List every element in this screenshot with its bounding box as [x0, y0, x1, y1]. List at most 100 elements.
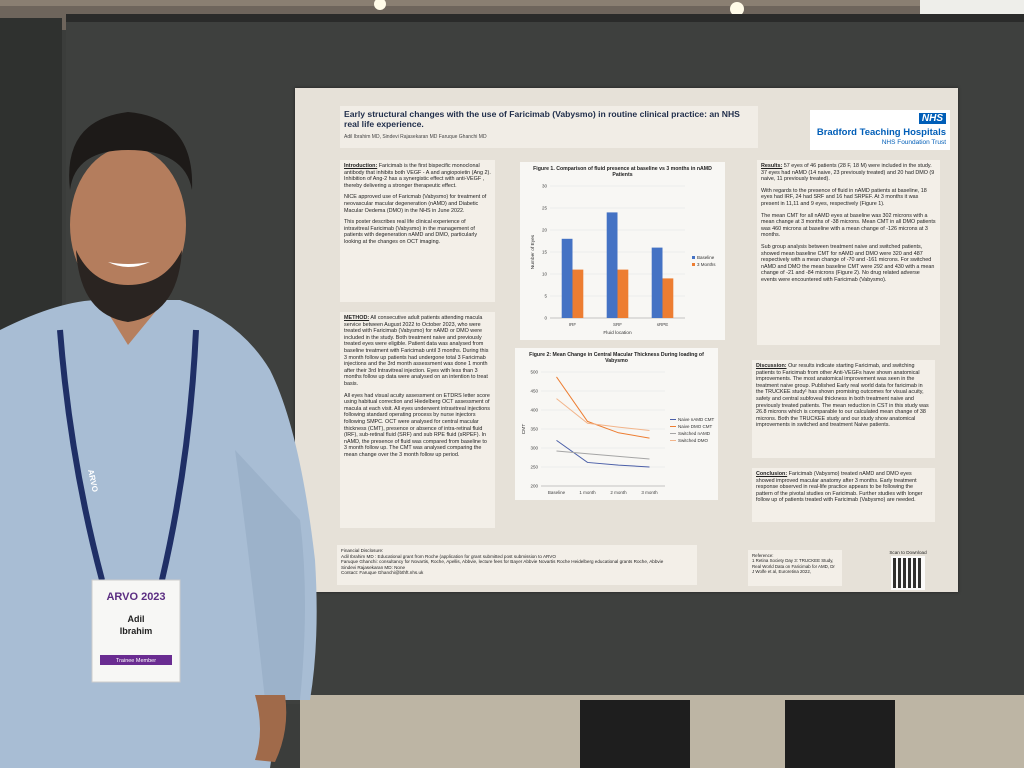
- paragraph: The mean CMT for all nAMD eyes at baseli…: [761, 213, 936, 239]
- legend-swatch: [692, 263, 695, 266]
- y-tick-label: 25: [542, 206, 548, 211]
- section-heading: Conclusion:: [756, 471, 788, 477]
- hair: [69, 112, 193, 190]
- financial-line: Contact: Faruque Ghanchi@bthft.nhs.uk: [341, 570, 424, 576]
- y-tick-label: 20: [542, 228, 548, 233]
- paragraph-text: This poster describes real life clinical…: [344, 219, 478, 245]
- x-tick-label: 3 month: [641, 490, 658, 495]
- financial-disclosure: Financial Disclosure: Adil Ibrahim MD : …: [337, 545, 697, 585]
- paragraph-text: Faricimab is the first bispecific monocl…: [344, 163, 491, 189]
- poster-title-box: Early structural changes with the use of…: [340, 106, 758, 148]
- paragraph: With regards to the presence of fluid in…: [761, 188, 936, 208]
- reference: Reference: 1 Retina Society Day 3: TRUCK…: [748, 550, 842, 586]
- x-tick-label: 2 month: [610, 490, 627, 495]
- shirt: [0, 300, 317, 768]
- bar: [572, 269, 584, 318]
- y-tick-label: 450: [530, 389, 538, 394]
- nhs-mark: NHS: [918, 113, 946, 124]
- y-tick-label: 350: [530, 427, 538, 432]
- light: [374, 0, 386, 10]
- y-tick-label: 30: [542, 184, 548, 189]
- badge-role: Trainee Member: [116, 658, 156, 664]
- paragraph: Discussion: Our results indicate startin…: [756, 363, 931, 429]
- legend-label: Naive nAMD CMT: [678, 417, 715, 422]
- sleeve-shade: [235, 450, 305, 700]
- figure-title: Figure 2: Mean Change in Central Macular…: [529, 352, 704, 365]
- results: Results: 57 eyes of 46 patients (28 F, 1…: [757, 160, 940, 345]
- figure-1: Figure 1. Comparison of fluid presence a…: [520, 162, 725, 340]
- financial-heading: Financial Disclosure:: [341, 548, 384, 553]
- section-heading: Results:: [761, 163, 783, 169]
- paragraph: Results: 57 eyes of 46 patients (28 F, 1…: [761, 163, 936, 183]
- poster-authors: Adil Ibrahim MD, Sindevi Rajasekaran MD …: [344, 134, 487, 140]
- bar: [617, 269, 629, 318]
- y-tick-label: 300: [530, 446, 538, 451]
- paragraph: METHOD: All consecutive adult patients a…: [344, 315, 491, 388]
- section-heading: Introduction:: [344, 163, 378, 169]
- y-tick-label: 250: [530, 465, 538, 470]
- scan-label: Scan to Download: [889, 550, 927, 555]
- hand: [255, 695, 287, 762]
- section-heading: Discussion:: [756, 363, 787, 369]
- x-axis-label: Fluid location: [603, 330, 632, 336]
- badge-first-name: Adil: [128, 614, 145, 624]
- legend-label: 3 Months: [697, 262, 716, 267]
- financial-line: Faruque Ghanchi: consultancy for Novarti…: [341, 559, 664, 565]
- bar-chart: 0 5 10 15 20 25 30 IRF SRF sRPE Number of Eyes Flui…: [530, 184, 716, 337]
- paragraph: Sub group analysis between treatment nai…: [761, 244, 936, 284]
- light: [730, 2, 744, 16]
- introduction: Introduction: Faricimab is the first bis…: [340, 160, 495, 302]
- x-tick-label: Baseline: [548, 490, 566, 495]
- beard: [76, 250, 182, 322]
- badge-last-name: Ibrahim: [120, 626, 153, 636]
- x-tick-label: sRPE: [657, 322, 669, 327]
- legend-label: Baseline: [697, 255, 715, 260]
- paragraph-text: The mean CMT for all nAMD eyes at baseli…: [761, 212, 936, 239]
- line: [556, 398, 650, 432]
- y-tick-label: 15: [542, 250, 548, 255]
- paragraph-text: 57 eyes of 46 patients (28 F, 18 M) were…: [761, 163, 935, 183]
- legend-swatch: [692, 256, 695, 259]
- line: [556, 450, 650, 460]
- section-heading: METHOD:: [344, 315, 370, 321]
- legs: [580, 700, 690, 768]
- nhs-logo: NHS Bradford Teaching Hospitals NHS Foun…: [810, 110, 950, 150]
- paragraph-text: All consecutive adult patients attending…: [344, 315, 489, 387]
- y-tick-label: 400: [530, 408, 538, 413]
- paragraph: NICE approved use of Faricmab (Vabysmo) …: [344, 194, 491, 214]
- legend-label: Naive DMO CMT: [678, 424, 713, 429]
- reference-text: 1 Retina Society Day 3: TRUCKEE Study, R…: [752, 558, 835, 575]
- line-chart: 200 250 300 350 400 450 500 Baseline 1 month 2 mo…: [521, 370, 715, 496]
- trust-name: Bradford Teaching Hospitals: [816, 127, 946, 138]
- paragraph-text: All eyes had visual acuity assessment on…: [344, 392, 490, 458]
- badge-role-bar: [100, 655, 172, 665]
- y-axis-label: CMT: [521, 424, 527, 434]
- badge-event: ARVO 2023: [106, 591, 165, 603]
- legend-label: Switched nAMD: [678, 431, 711, 436]
- paragraph-text: NICE approved use of Faricmab (Vabysmo) …: [344, 194, 487, 214]
- ceiling-beam: [0, 0, 1024, 6]
- legs: [785, 700, 895, 768]
- x-tick-label: 1 month: [579, 490, 596, 495]
- trust-subtitle: NHS Foundation Trust: [881, 139, 946, 146]
- face: [70, 147, 186, 303]
- legend-label: Switched DMO: [678, 438, 709, 443]
- qr-code: [891, 556, 925, 590]
- lanyard: [159, 329, 199, 581]
- financial-line: Sindevi Rajasekaran MD: None: [341, 564, 406, 570]
- reference-heading: Reference:: [752, 553, 774, 558]
- lanyard: [57, 329, 105, 581]
- smile: [108, 262, 150, 267]
- poster: Early structural changes with the use of…: [295, 88, 958, 592]
- line: [556, 376, 650, 439]
- paragraph: Conclusion: Faricimab (Vabysmo) treated …: [756, 471, 931, 504]
- paragraph-text: Faricimab (Vabysmo) treated nAMD and DMO…: [756, 471, 923, 504]
- bar: [651, 247, 663, 318]
- board-frame: [66, 14, 1024, 22]
- paragraph: All eyes had visual acuity assessment on…: [344, 393, 491, 459]
- paragraph: This poster describes real life clinical…: [344, 219, 491, 245]
- y-tick-label: 10: [542, 272, 548, 277]
- financial-line: Adil Ibrahim MD : Educational grant from…: [341, 553, 556, 559]
